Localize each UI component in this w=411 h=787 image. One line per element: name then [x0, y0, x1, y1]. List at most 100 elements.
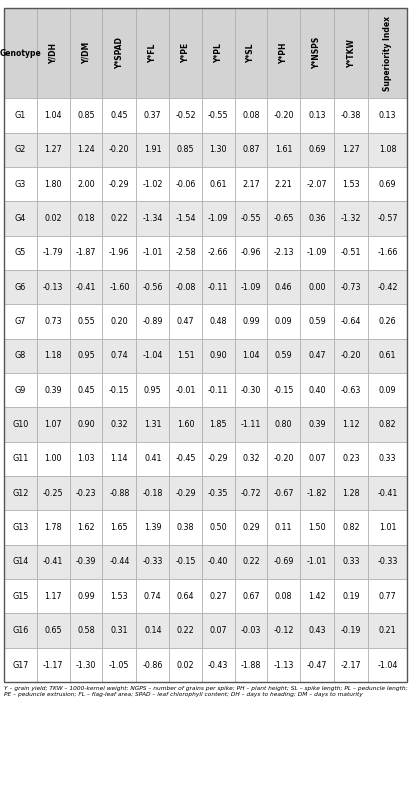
Text: -0.20: -0.20	[273, 111, 294, 120]
Bar	[169, 373, 202, 408]
Bar	[334, 511, 368, 545]
Text: 0.47: 0.47	[177, 317, 194, 326]
Bar	[334, 201, 368, 235]
Bar	[235, 476, 267, 511]
Text: 1.18: 1.18	[44, 351, 62, 360]
Bar	[235, 545, 267, 579]
Bar	[235, 373, 267, 408]
Bar	[368, 270, 407, 305]
Text: 0.33: 0.33	[342, 557, 360, 567]
Bar	[368, 8, 407, 98]
Text: 0.85: 0.85	[177, 146, 194, 154]
Bar	[334, 270, 368, 305]
Text: 0.38: 0.38	[177, 523, 194, 532]
Bar	[368, 98, 407, 133]
Bar	[267, 545, 300, 579]
Bar	[136, 201, 169, 235]
Text: 0.61: 0.61	[379, 351, 396, 360]
Text: -0.11: -0.11	[208, 283, 229, 292]
Text: 1.78: 1.78	[44, 523, 62, 532]
Bar	[235, 167, 267, 201]
Bar	[37, 511, 69, 545]
Bar	[334, 476, 368, 511]
Bar	[4, 442, 37, 476]
Bar	[334, 98, 368, 133]
Text: 0.59: 0.59	[275, 351, 293, 360]
Text: 1.27: 1.27	[44, 146, 62, 154]
Bar	[368, 442, 407, 476]
Text: 1.30: 1.30	[210, 146, 227, 154]
Text: -0.64: -0.64	[341, 317, 361, 326]
Bar	[202, 201, 235, 235]
Bar	[267, 338, 300, 373]
Text: -0.56: -0.56	[143, 283, 163, 292]
Text: G2: G2	[15, 146, 26, 154]
Bar	[136, 270, 169, 305]
Bar	[267, 270, 300, 305]
Bar	[169, 545, 202, 579]
Text: 0.65: 0.65	[44, 626, 62, 635]
Bar	[136, 442, 169, 476]
Bar	[300, 235, 334, 270]
Bar	[202, 8, 235, 98]
Bar	[300, 8, 334, 98]
Bar	[300, 201, 334, 235]
Text: 1.01: 1.01	[379, 523, 396, 532]
Bar	[102, 648, 136, 682]
Text: -0.29: -0.29	[109, 179, 129, 189]
Bar	[202, 442, 235, 476]
Bar	[334, 373, 368, 408]
Text: 2.17: 2.17	[242, 179, 260, 189]
Bar	[169, 98, 202, 133]
Text: 1.65: 1.65	[111, 523, 128, 532]
Bar	[102, 235, 136, 270]
Bar	[368, 579, 407, 614]
Bar	[4, 648, 37, 682]
Bar	[169, 614, 202, 648]
Bar	[37, 579, 69, 614]
Text: 0.74: 0.74	[111, 351, 128, 360]
Text: -1.09: -1.09	[241, 283, 261, 292]
Bar	[235, 270, 267, 305]
Bar	[37, 614, 69, 648]
Bar	[300, 338, 334, 373]
Bar	[69, 167, 102, 201]
Bar	[368, 614, 407, 648]
Bar	[202, 648, 235, 682]
Text: 0.48: 0.48	[210, 317, 227, 326]
Bar	[368, 511, 407, 545]
Bar	[136, 235, 169, 270]
Bar	[69, 408, 102, 442]
Text: 0.46: 0.46	[275, 283, 293, 292]
Text: 1.50: 1.50	[308, 523, 326, 532]
Text: -0.67: -0.67	[273, 489, 294, 497]
Text: 0.90: 0.90	[77, 420, 95, 429]
Bar	[169, 235, 202, 270]
Bar	[169, 442, 202, 476]
Bar	[202, 511, 235, 545]
Text: -0.15: -0.15	[109, 386, 129, 395]
Text: 0.69: 0.69	[308, 146, 326, 154]
Text: -0.51: -0.51	[341, 249, 361, 257]
Text: 2.00: 2.00	[77, 179, 95, 189]
Bar	[267, 614, 300, 648]
Bar	[102, 133, 136, 167]
Bar	[202, 373, 235, 408]
Bar	[267, 235, 300, 270]
Bar	[169, 648, 202, 682]
Text: 0.64: 0.64	[177, 592, 194, 600]
Bar	[368, 338, 407, 373]
Bar	[368, 648, 407, 682]
Bar	[235, 338, 267, 373]
Text: 0.08: 0.08	[242, 111, 260, 120]
Text: -0.08: -0.08	[175, 283, 196, 292]
Text: -0.33: -0.33	[143, 557, 163, 567]
Text: -0.43: -0.43	[208, 660, 229, 670]
Text: 1.04: 1.04	[44, 111, 62, 120]
Bar	[69, 648, 102, 682]
Text: 0.99: 0.99	[77, 592, 95, 600]
Text: -0.69: -0.69	[273, 557, 294, 567]
Text: -0.29: -0.29	[175, 489, 196, 497]
Bar	[334, 338, 368, 373]
Text: 0.95: 0.95	[77, 351, 95, 360]
